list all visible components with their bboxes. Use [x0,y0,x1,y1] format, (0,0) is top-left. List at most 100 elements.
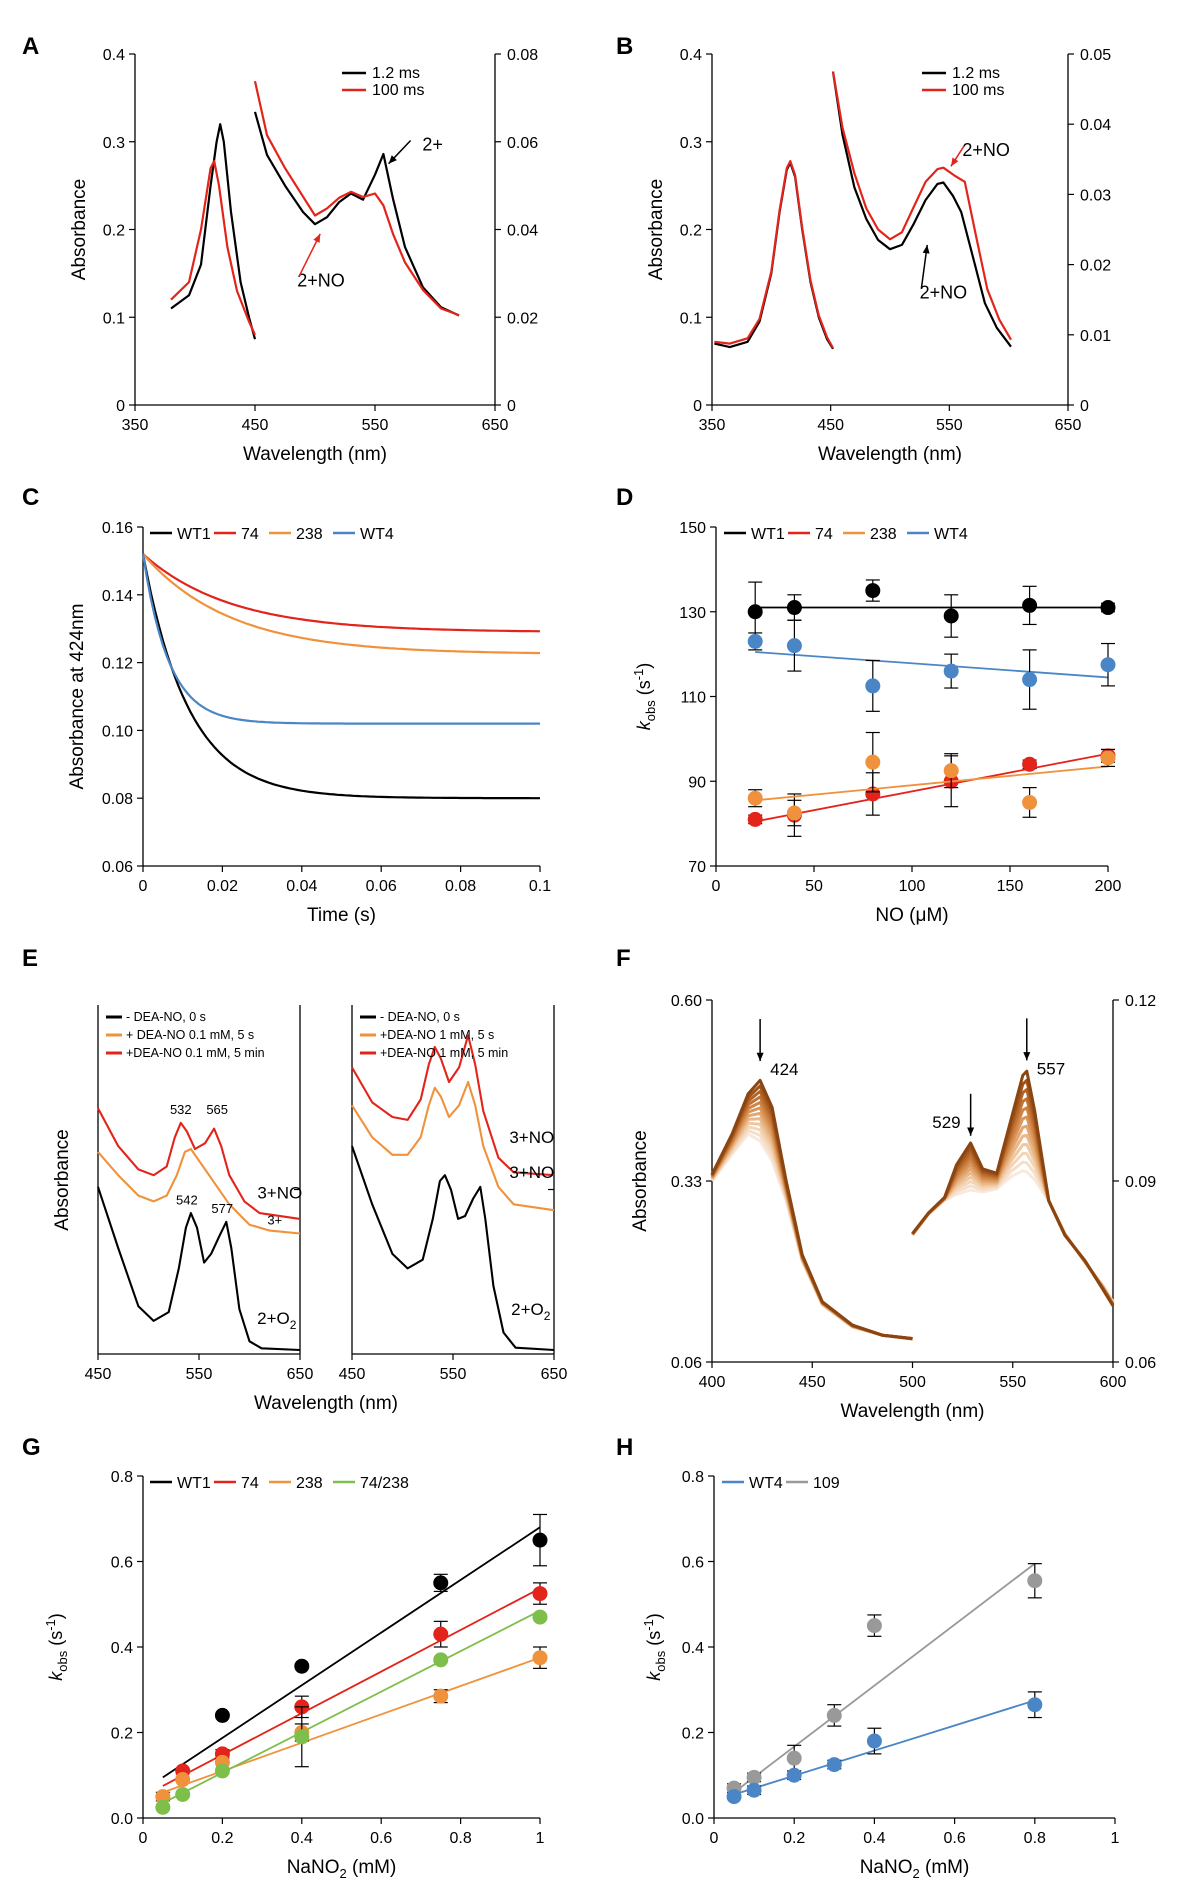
annotation: 2+O2 [511,1300,551,1323]
spectrum-curve [710,1111,913,1341]
y-tick-label: 0.2 [103,223,125,240]
fit-line [162,1526,541,1779]
axis-title-part: obs [55,1650,70,1671]
data-point-74-238 [433,1652,449,1668]
data-point-WT4 [1100,657,1116,673]
data-point-238 [865,754,881,770]
x-axis-title: Wavelength (nm) [254,1393,398,1414]
y2-tick-label: 0.08 [507,47,538,64]
legend-item: 238 [296,1475,323,1492]
legend-item: 238 [296,526,323,543]
data-point-238 [175,1772,191,1788]
spectrum-curve [911,1169,1115,1303]
series-line [351,1080,555,1212]
legend-item: 1.2 ms [372,65,420,82]
arrow-head [388,155,397,164]
y-tick-label: 0.2 [111,1726,133,1743]
panel-label: H [616,1434,633,1461]
y2-tick-label: 0.05 [1080,47,1111,64]
y2-tick-label: 0.03 [1080,187,1111,204]
spectrum-curve [710,1078,913,1340]
series-line [351,1145,555,1352]
panel-label: C [22,484,39,511]
y2-tick-label: 0 [1080,398,1089,415]
spectrum-curve [911,1106,1115,1306]
series-line [97,1107,301,1220]
axis-title-part: k [46,1671,66,1681]
y-tick-label: 0.6 [682,1555,704,1572]
panel-label: A [22,33,39,60]
data-point-WT1 [1022,597,1038,613]
y2-tick-label: 0.04 [1080,117,1111,134]
series-line-100-ms [253,80,460,317]
axis-title-part: ) [46,1613,66,1619]
annotation: 3+NO [509,1163,554,1182]
legend-item: 100 ms [372,82,424,99]
legend-item: 74 [241,1475,259,1492]
data-point-WT4 [826,1757,842,1773]
y2-tick-label: 0.09 [1125,1174,1156,1191]
annotation: 542 [176,1192,198,1207]
spectrum-curve [710,1117,913,1341]
x-tick-label: 400 [699,1374,726,1391]
y-axis-title: Absorbance [630,1130,651,1231]
annotation: 2+NO [962,140,1010,160]
legend-item: + DEA-NO 0.1 mM, 5 s [126,1028,254,1042]
x-tick-label: 100 [899,878,926,895]
data-point-109 [866,1618,882,1634]
legend-item: +DEA-NO 1 mM, 5 s [380,1028,494,1042]
axis-title-part: NaNO [287,1857,340,1878]
y-tick-label: 0 [116,398,125,415]
series-line-1.2-ms [831,71,1012,348]
series-line-WT1 [141,553,540,800]
axis-title-part: (s [644,1631,664,1651]
annotation: 2+NO [297,271,345,291]
series-line [351,1034,555,1177]
y-tick-label: 0.12 [102,656,133,673]
x-tick-label: 650 [287,1366,314,1383]
y2-tick-label: 0.06 [507,135,538,152]
series-line-WT4 [141,553,540,725]
axis-title-part: -1 [641,1619,656,1631]
x-tick-label: 450 [799,1374,826,1391]
data-point-74-238 [294,1729,310,1745]
data-point-238 [433,1688,449,1704]
legend-item: WT1 [177,526,211,543]
legend-item: - DEA-NO, 0 s [126,1010,206,1024]
x-tick-label: 450 [339,1366,366,1383]
x-tick-label: 550 [936,417,963,434]
y-tick-label: 0.4 [103,47,125,64]
data-point-238 [1022,794,1038,810]
annotation: 2+NO [920,282,968,302]
x-tick-label: 0 [710,1830,719,1847]
spectrum-curve [911,1069,1115,1307]
data-point-WT1 [1100,600,1116,616]
legend-item: 1.2 ms [952,65,1000,82]
peak-label: 424 [770,1060,798,1079]
data-point-238 [747,790,763,806]
data-point-WT1 [532,1532,548,1548]
x-tick-label: 550 [186,1366,213,1383]
data-point-WT4 [1027,1697,1043,1713]
fit-line [733,1562,1036,1794]
spectrum-curve [710,1132,913,1341]
arrow-head [1023,1052,1031,1061]
spectrum-curve [710,1128,913,1341]
x-tick-label: 550 [362,417,389,434]
y-tick-label: 0.3 [680,135,702,152]
data-point-WT1 [294,1658,310,1674]
y2-tick-label: 0.01 [1080,328,1111,345]
x-tick-label: 350 [699,417,726,434]
y-tick-label: 0.10 [102,723,133,740]
x-tick-label: 550 [999,1374,1026,1391]
annotation: 3+ [267,1213,282,1228]
axis-title-part: 2 [339,1866,346,1881]
data-point-109 [746,1769,762,1785]
x-axis-title: NaNO2 (mM) [287,1857,397,1881]
x-axis-title: NaNO2 (mM) [860,1857,970,1881]
axis-title-part: (mM) [347,1857,397,1878]
annotation: 577 [211,1201,233,1216]
y-tick-label: 0.8 [111,1469,133,1486]
y-axis-title: Absorbance [646,179,667,280]
legend-item: 74 [815,526,833,543]
